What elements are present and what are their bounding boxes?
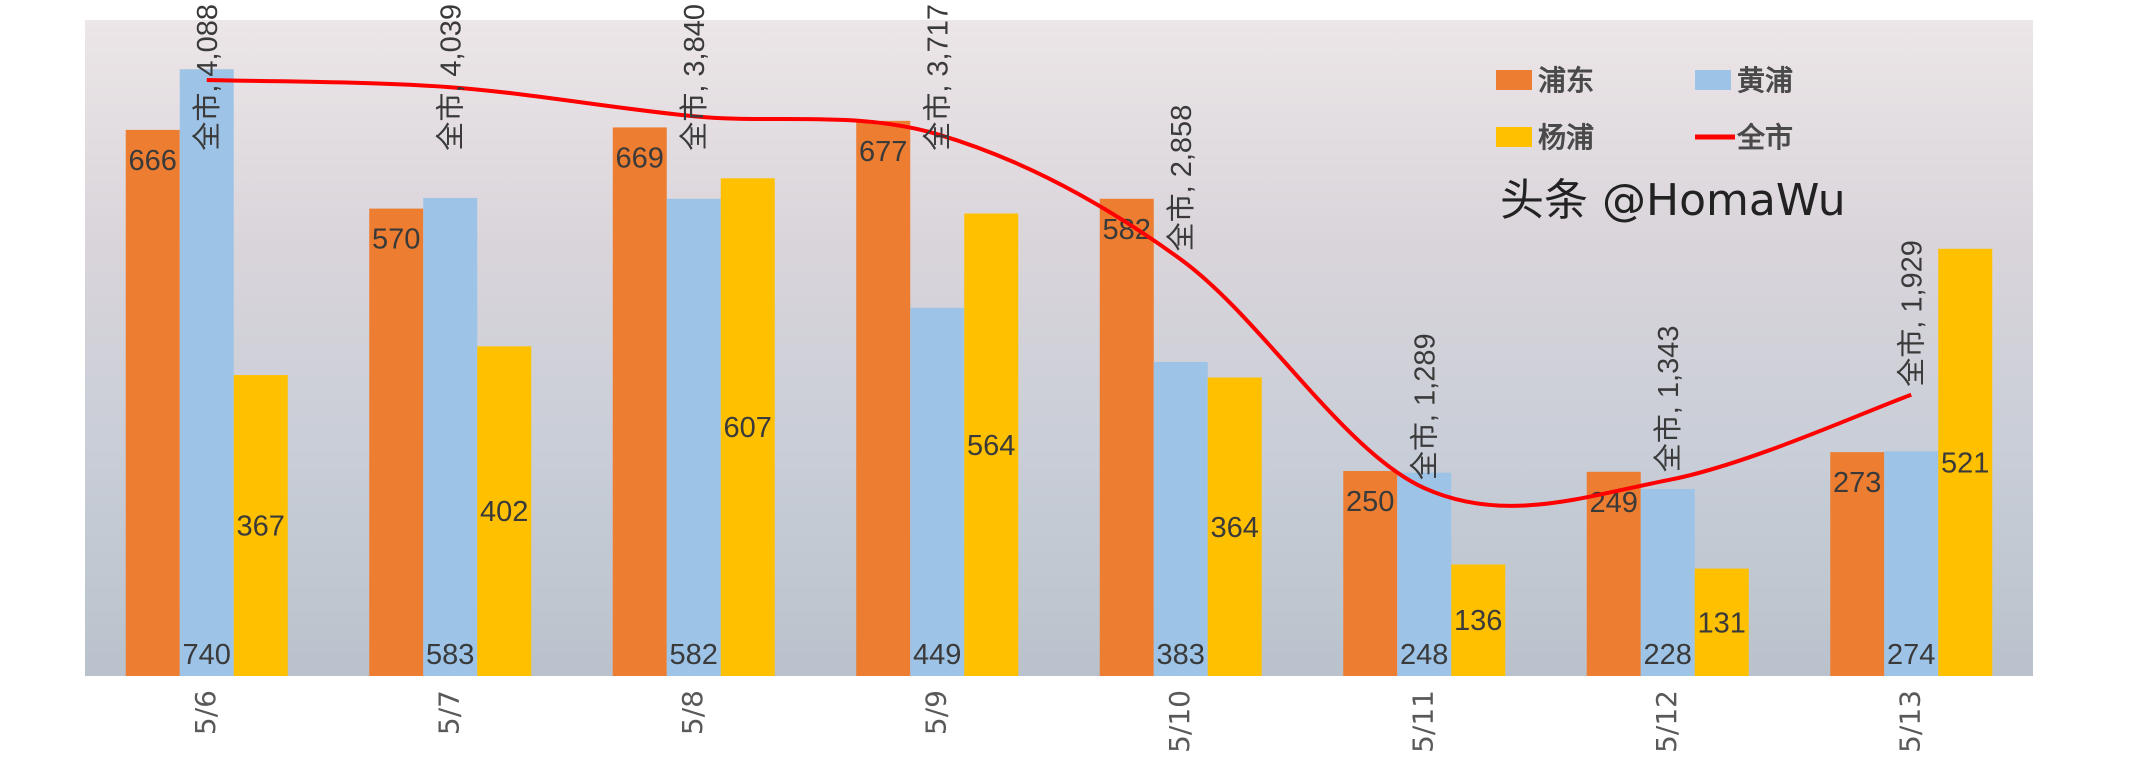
data-label: 131 [1698, 607, 1746, 639]
bar-杨浦-5/13 [1938, 248, 1993, 676]
bar-黄浦-5/12 [1640, 489, 1695, 676]
bar-黄浦-5/10 [1153, 361, 1208, 676]
data-label: 666 [129, 145, 177, 177]
bar-黄浦-5/9 [910, 307, 965, 676]
line-data-label: 全市, 3,840 [678, 4, 711, 151]
x-tick-label: 5/8 [676, 690, 709, 735]
bar-黄浦-5/13 [1884, 451, 1939, 676]
data-label: 740 [183, 639, 231, 671]
data-label: 583 [426, 639, 474, 671]
bar-浦东-5/11 [1343, 471, 1398, 676]
data-label: 250 [1346, 486, 1394, 518]
bar-浦东-5/12 [1586, 471, 1641, 676]
data-label: 677 [859, 136, 907, 168]
data-label: 248 [1400, 639, 1448, 671]
data-label: 383 [1157, 639, 1205, 671]
bar-杨浦-5/7 [477, 346, 532, 676]
bar-黄浦-5/7 [423, 197, 478, 676]
line-data-label: 全市, 1,929 [1895, 240, 1928, 387]
legend-swatch [1695, 70, 1731, 90]
data-label: 273 [1833, 467, 1881, 499]
bar-杨浦-5/9 [964, 213, 1019, 676]
legend-label: 全市 [1736, 121, 1793, 154]
legend-swatch [1496, 127, 1532, 147]
bar-黄浦-5/11 [1397, 472, 1452, 676]
legend-item-全市: 全市 [1695, 121, 1793, 154]
bar-浦东-5/6 [125, 129, 180, 676]
x-tick-label: 5/6 [189, 690, 222, 735]
line-data-label: 全市, 1,289 [1408, 333, 1441, 480]
line-全市 [206, 78, 1912, 508]
bar-浦东-5/10 [1099, 198, 1154, 676]
bar-浦东-5/8 [612, 127, 667, 677]
bar-浦东-5/7 [369, 208, 424, 676]
x-tick-label: 5/10 [1163, 690, 1196, 753]
bar-杨浦-5/8 [720, 178, 775, 676]
line-data-label: 全市, 2,858 [1165, 105, 1198, 252]
legend-swatch [1496, 70, 1532, 90]
data-label: 364 [1211, 512, 1259, 544]
x-tick-label: 5/7 [432, 690, 465, 735]
data-label: 274 [1887, 639, 1935, 671]
data-label: 582 [1103, 214, 1151, 246]
data-label: 570 [372, 224, 420, 256]
legend-label: 杨浦 [1538, 121, 1594, 154]
bar-杨浦-5/6 [233, 375, 288, 676]
line-data-label: 全市, 3,717 [921, 4, 954, 151]
bar-浦东-5/9 [856, 120, 911, 677]
bar-黄浦-5/6 [179, 69, 234, 676]
line-data-label: 全市, 1,343 [1652, 326, 1685, 473]
bar-杨浦-5/10 [1207, 377, 1262, 676]
legend-item-杨浦: 杨浦 [1496, 121, 1594, 154]
legend-label: 黄浦 [1737, 64, 1793, 97]
bar-杨浦-5/11 [1451, 564, 1506, 676]
data-label: 521 [1941, 447, 1989, 479]
data-label: 607 [724, 412, 772, 444]
legend-label: 浦东 [1538, 64, 1594, 97]
data-label: 582 [670, 639, 718, 671]
data-label: 228 [1644, 639, 1692, 671]
data-label: 367 [237, 511, 285, 543]
legend-item-浦东: 浦东 [1496, 64, 1594, 97]
x-tick-label: 5/11 [1406, 690, 1439, 753]
watermark: 头条 @HomaWu [1500, 175, 1846, 226]
data-label: 669 [616, 142, 664, 174]
x-tick-label: 5/12 [1650, 690, 1683, 753]
bar-浦东-5/13 [1830, 452, 1885, 676]
x-tick-label: 5/13 [1893, 690, 1926, 753]
data-label: 564 [967, 430, 1015, 462]
data-label: 449 [913, 639, 961, 671]
x-tick-label: 5/9 [919, 690, 952, 735]
legend-item-黄浦: 黄浦 [1695, 64, 1793, 97]
line-data-label: 全市, 4,088 [191, 4, 224, 151]
bar-黄浦-5/8 [666, 198, 721, 676]
line-data-label: 全市, 4,039 [434, 4, 467, 151]
bar-杨浦-5/12 [1694, 568, 1749, 676]
data-label: 136 [1454, 605, 1502, 637]
data-label: 402 [480, 496, 528, 528]
